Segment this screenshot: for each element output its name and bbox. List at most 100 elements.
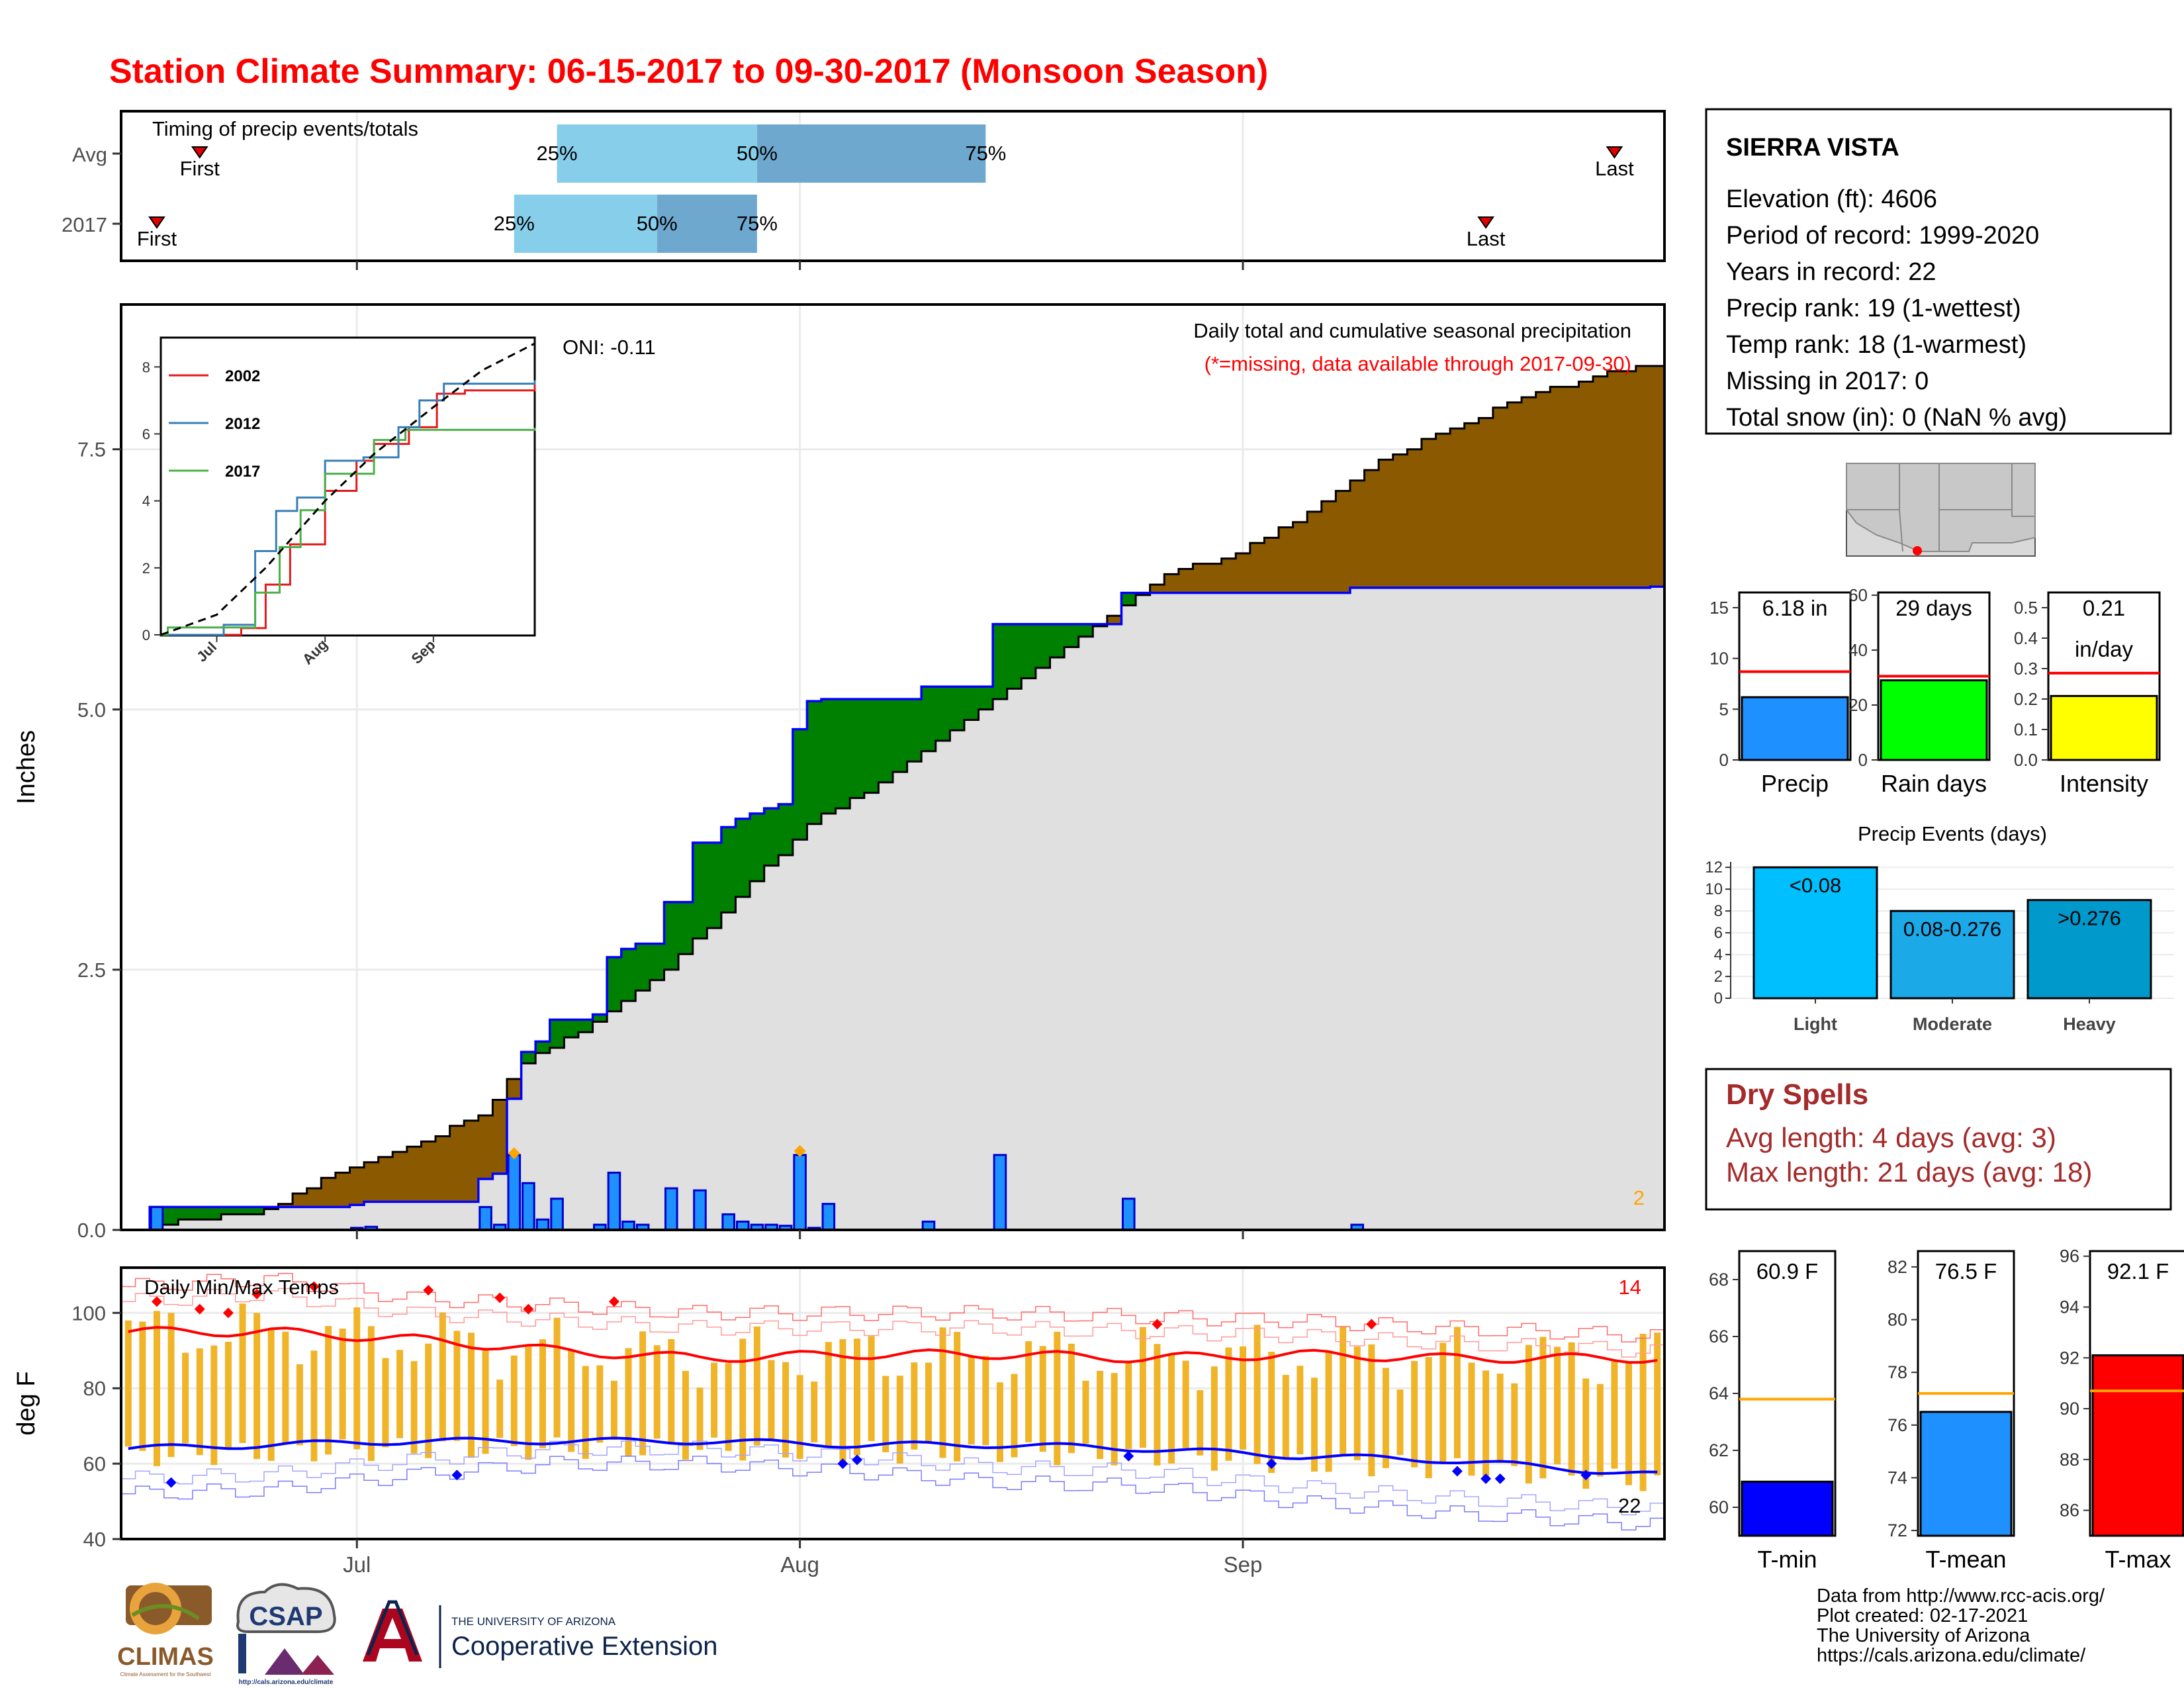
- precip-above-avg-band: [192, 1207, 208, 1220]
- timing-last-label: Last: [1467, 227, 1506, 250]
- precip-below-avg-band: [449, 1125, 465, 1202]
- daily-temp-range-bar: [410, 1361, 418, 1454]
- daily-temp-range-bar: [1340, 1327, 1347, 1456]
- daily-temp-range-bar: [210, 1345, 218, 1466]
- locator-map: [1846, 463, 2036, 557]
- daily-temp-range-bar: [1654, 1332, 1661, 1476]
- precip-above-avg-band: [1050, 624, 1065, 658]
- station-line-missing: Missing in 2017: 0: [1726, 367, 1929, 395]
- events-bar-label: <0.08: [1790, 874, 1841, 897]
- mini-bar-value-label: 0.21: [2083, 596, 2125, 620]
- precip-above-avg-band: [835, 699, 850, 809]
- events-category-label: Light: [1794, 1014, 1837, 1034]
- mini-bar-tick-label: 15: [1709, 598, 1729, 618]
- precip-below-avg-band: [1193, 563, 1208, 593]
- dry-spells-box: Dry Spells Avg length: 4 days (avg: 3) M…: [1705, 1068, 2172, 1211]
- season-stat-bars: 0 5 10 15 6.18 in Precip 0 20 40 60 29 days Rain da…: [1709, 585, 2161, 797]
- daily-temp-range-bar: [1225, 1347, 1232, 1461]
- timing-last-marker: [1606, 146, 1623, 159]
- daily-temp-range-bar: [539, 1339, 546, 1448]
- precip-above-avg-band: [1064, 624, 1079, 647]
- precip-corner-count: 2: [1633, 1186, 1645, 1209]
- daily-temp-range-bar: [510, 1355, 518, 1446]
- daily-precip-bar: [721, 1213, 735, 1231]
- daily-temp-range-bar: [1068, 1343, 1075, 1454]
- precip-below-avg-band: [1279, 527, 1294, 593]
- temp-high-record-marker: [194, 1303, 205, 1315]
- daily-temp-range-bar: [1396, 1389, 1404, 1456]
- daily-temp-range-bar: [1168, 1353, 1175, 1464]
- daily-temp-range-bar: [639, 1331, 647, 1456]
- temp-low-record-marker: [451, 1470, 463, 1481]
- station-line-elevation: Elevation (ft): 4606: [1726, 185, 1937, 213]
- precip-above-avg-band: [993, 624, 1008, 700]
- precip-below-avg-band: [1107, 616, 1122, 624]
- daily-temp-range-bar: [1210, 1366, 1218, 1471]
- daily-temp-range-bar: [1496, 1374, 1504, 1464]
- station-line-years: Years in record: 22: [1726, 258, 1936, 286]
- temp-summary-value-label: 60.9 F: [1756, 1259, 1819, 1284]
- daily-temp-range-bar: [1425, 1357, 1432, 1479]
- daily-temp-range-bar: [325, 1326, 332, 1455]
- precip-ytick-label: 5.0: [77, 698, 106, 722]
- station-line-precip-rank: Precip rank: 19 (1-wettest): [1726, 295, 2021, 322]
- temp-summary-bar-t-max: [2091, 1354, 2184, 1537]
- precip-below-avg-band: [1307, 512, 1322, 593]
- mini-bar-tick-label: 0.0: [2014, 750, 2038, 770]
- mini-bar-tick-label: 0.2: [2014, 689, 2038, 709]
- daily-temp-range-bar: [1453, 1327, 1461, 1458]
- mini-bar-axis-label: Precip: [1761, 770, 1829, 797]
- temp-summary-bars: 60 62 64 66 68 60.9 F T-min 72 74 76 78 80 82 76.5 F T…: [1709, 1246, 2184, 1573]
- daily-temp-range-bar: [625, 1348, 632, 1457]
- precip-below-avg-band: [1392, 454, 1408, 588]
- inset-ytick-label: 6: [142, 426, 150, 442]
- temp-summary-tick-label: 86: [2060, 1501, 2079, 1521]
- daily-temp-range-bar: [1468, 1362, 1475, 1476]
- daily-temp-range-bar: [653, 1345, 660, 1439]
- daily-temp-range-bar: [996, 1382, 1003, 1462]
- mini-bar-tick-label: 0.3: [2014, 659, 2038, 679]
- mini-bar-unit-label: in/day: [2075, 637, 2134, 661]
- temp-summary-bar-t-mean: [1919, 1411, 2013, 1537]
- csap-logo-url: http://cals.arizona.edu/climate: [239, 1679, 334, 1686]
- daily-precip-bar: [793, 1154, 807, 1231]
- daily-temp-range-bar: [1639, 1333, 1647, 1491]
- precip-ylabel: Inches: [13, 730, 40, 804]
- precip-2017-cumulative-line: [121, 585, 1664, 1231]
- precip-below-avg-band: [1550, 387, 1565, 588]
- daily-temp-range-bar: [439, 1312, 446, 1442]
- daily-temp-range-bar: [1182, 1360, 1189, 1448]
- temp-low-record-marker: [1480, 1473, 1492, 1484]
- footer-line-data: Data from http://www.rcc-acis.org/: [1817, 1585, 2105, 1607]
- climas-logo-subtitle: Climate Assessment for the Southwest: [120, 1671, 212, 1677]
- daily-temp-range-bar: [711, 1362, 718, 1438]
- daily-temp-range-bar: [896, 1376, 903, 1464]
- precip-below-avg-band: [1178, 569, 1194, 593]
- temp-ytick-label: 60: [83, 1452, 106, 1476]
- inset-ytick-label: 4: [142, 493, 150, 510]
- daily-precip-bar: [693, 1189, 707, 1231]
- precip-above-avg-band: [950, 686, 965, 731]
- precip-below-avg-band: [293, 1193, 308, 1207]
- temp-count-high: 14: [1619, 1276, 1641, 1299]
- temp-summary-tick-label: 62: [1709, 1440, 1729, 1460]
- precip-above-avg-band: [764, 808, 779, 866]
- precip-above-avg-band: [592, 1014, 608, 1022]
- timing-pct-label: 50%: [737, 142, 778, 165]
- events-bar-moderate: [1889, 910, 2015, 1000]
- daily-temp-range-bar: [982, 1356, 989, 1446]
- daily-temp-range-bar: [167, 1313, 175, 1458]
- daily-temp-range-bar: [1039, 1346, 1046, 1452]
- daily-temp-range-bar: [1125, 1362, 1132, 1450]
- precip-ytick-label: 2.5: [77, 959, 106, 982]
- precip-below-avg-band: [1293, 522, 1308, 593]
- daily-temp-range-bar: [782, 1362, 790, 1458]
- precip-above-avg-band: [235, 1207, 250, 1215]
- mini-bar-tick-label: 40: [1848, 640, 1868, 660]
- daily-temp-range-bar: [296, 1364, 303, 1446]
- temp-low-record-marker: [852, 1454, 863, 1466]
- temp-min-record-line: [121, 1455, 1664, 1530]
- daily-temp-range-bar: [882, 1376, 889, 1452]
- precip-above-avg-band: [1035, 624, 1051, 668]
- precip-above-avg-band: [750, 814, 765, 882]
